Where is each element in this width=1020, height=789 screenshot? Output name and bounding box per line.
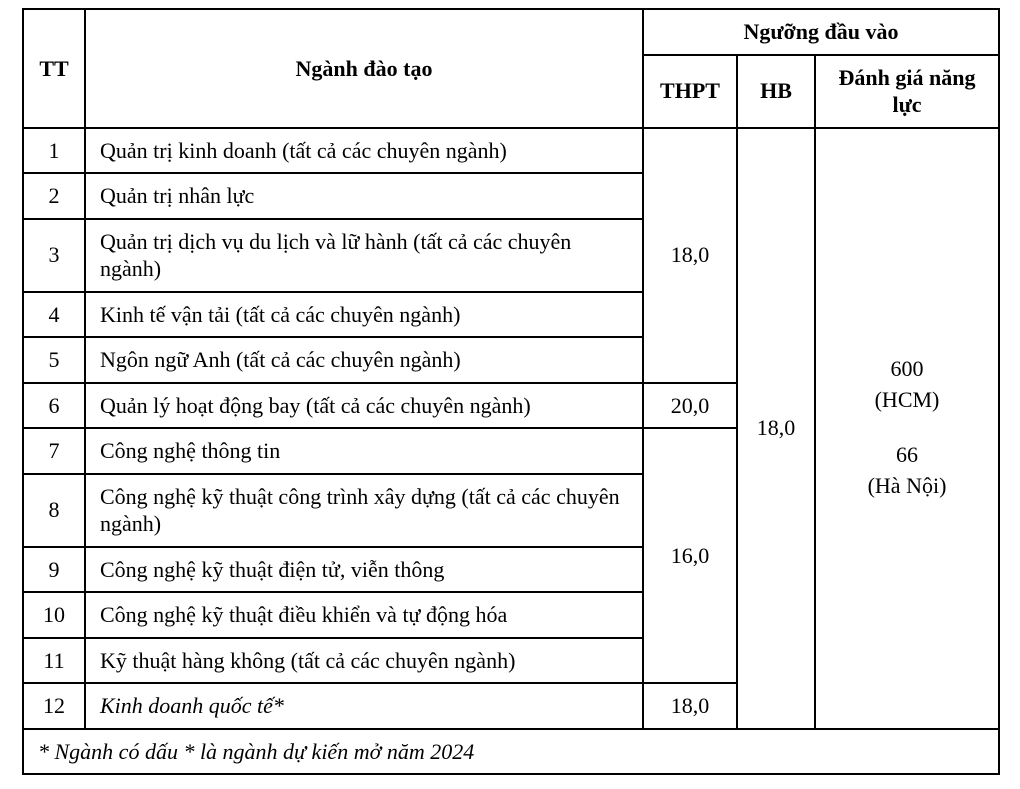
cell-major: Kỹ thuật hàng không (tất cả các chuyên n… bbox=[85, 638, 643, 684]
cell-tt: 7 bbox=[23, 428, 85, 474]
cell-major: Quản trị nhân lực bbox=[85, 173, 643, 219]
cell-major: Ngôn ngữ Anh (tất cả các chuyên ngành) bbox=[85, 337, 643, 383]
cell-tt: 4 bbox=[23, 292, 85, 338]
cell-tt: 1 bbox=[23, 128, 85, 174]
cell-tt: 2 bbox=[23, 173, 85, 219]
cell-tt: 9 bbox=[23, 547, 85, 593]
footnote: * Ngành có dấu * là ngành dự kiến mở năm… bbox=[23, 729, 999, 775]
cell-major: Công nghệ kỹ thuật điện tử, viễn thông bbox=[85, 547, 643, 593]
header-tt: TT bbox=[23, 9, 85, 128]
cell-tt: 11 bbox=[23, 638, 85, 684]
header-threshold: Ngưỡng đầu vào bbox=[643, 9, 999, 55]
cell-thpt-group2: 16,0 bbox=[643, 428, 737, 683]
cell-tt: 5 bbox=[23, 337, 85, 383]
cell-tt: 3 bbox=[23, 219, 85, 292]
header-thpt: THPT bbox=[643, 55, 737, 128]
page: TT Ngành đào tạo Ngưỡng đầu vào THPT HB … bbox=[0, 8, 1020, 789]
cell-thpt-row12: 18,0 bbox=[643, 683, 737, 729]
header-major: Ngành đào tạo bbox=[85, 9, 643, 128]
cell-major: Công nghệ thông tin bbox=[85, 428, 643, 474]
cell-major: Quản trị kinh doanh (tất cả các chuyên n… bbox=[85, 128, 643, 174]
cell-major: Quản trị dịch vụ du lịch và lữ hành (tất… bbox=[85, 219, 643, 292]
cell-major: Công nghệ kỹ thuật điều khiển và tự động… bbox=[85, 592, 643, 638]
cell-major: Quản lý hoạt động bay (tất cả các chuyên… bbox=[85, 383, 643, 429]
header-hb: HB bbox=[737, 55, 815, 128]
cell-tt: 12 bbox=[23, 683, 85, 729]
cell-tt: 10 bbox=[23, 592, 85, 638]
cell-hb: 18,0 bbox=[737, 128, 815, 729]
danhgia-line1: 600 bbox=[820, 354, 994, 385]
cell-thpt-group1: 18,0 bbox=[643, 128, 737, 383]
cell-major: Kinh tế vận tải (tất cả các chuyên ngành… bbox=[85, 292, 643, 338]
admission-table: TT Ngành đào tạo Ngưỡng đầu vào THPT HB … bbox=[22, 8, 1000, 775]
cell-major: Kinh doanh quốc tế* bbox=[85, 683, 643, 729]
header-danhgia: Đánh giá năng lực bbox=[815, 55, 999, 128]
table-row: 1 Quản trị kinh doanh (tất cả các chuyên… bbox=[23, 128, 999, 174]
danhgia-line3: 66 bbox=[820, 440, 994, 471]
cell-major: Công nghệ kỹ thuật công trình xây dựng (… bbox=[85, 474, 643, 547]
danhgia-line4: (Hà Nội) bbox=[820, 471, 994, 502]
cell-tt: 6 bbox=[23, 383, 85, 429]
cell-thpt-row6: 20,0 bbox=[643, 383, 737, 429]
cell-danhgia: 600 (HCM) 66 (Hà Nội) bbox=[815, 128, 999, 729]
danhgia-line2: (HCM) bbox=[820, 385, 994, 416]
cell-tt: 8 bbox=[23, 474, 85, 547]
table-footnote-row: * Ngành có dấu * là ngành dự kiến mở năm… bbox=[23, 729, 999, 775]
